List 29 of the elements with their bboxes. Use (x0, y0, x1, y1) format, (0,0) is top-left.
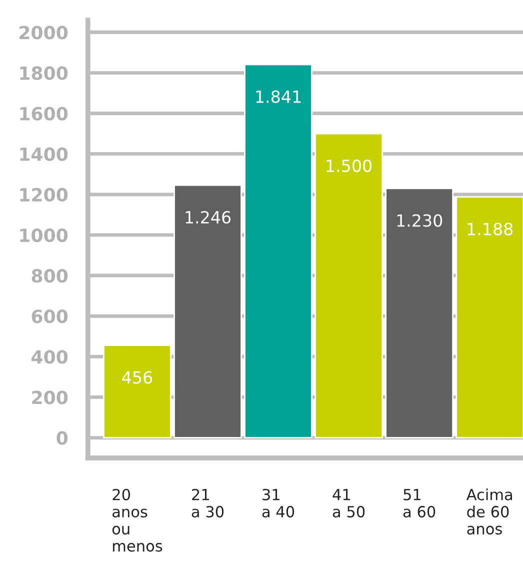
data-label: 1.230 (397, 214, 442, 227)
y-tick-label: 1600 (20, 106, 68, 120)
y-tick-label: 1200 (20, 188, 68, 202)
y-tick-label: 2000 (20, 26, 68, 40)
x-tick-label: Acima de 60 anos (466, 488, 512, 535)
x-tick-label: 21 a 30 (192, 488, 224, 518)
x-tick-label: 31 a 40 (262, 488, 294, 518)
data-label: 1.500 (326, 159, 372, 172)
data-label: 1.188 (468, 222, 513, 236)
bar (174, 184, 242, 438)
x-tick-label: 51 a 60 (403, 489, 436, 518)
data-label: 1.246 (186, 210, 231, 224)
y-tick-label: 1800 (20, 66, 68, 80)
bar (456, 196, 523, 438)
bar (314, 132, 383, 438)
y-tick-label: 1400 (20, 147, 68, 162)
x-tick-label: 41 a 50 (332, 489, 365, 518)
bar (244, 64, 312, 438)
y-tick-label: 400 (32, 350, 68, 364)
y-tick-label: 600 (32, 310, 68, 324)
y-tick-label: 0 (56, 431, 68, 445)
y-tick-label: 1000 (20, 228, 68, 242)
x-tick-label: 20 anos ou menos (112, 488, 162, 552)
data-label: 1.841 (256, 90, 301, 103)
y-tick-label: 800 (32, 269, 68, 283)
data-label: 456 (122, 371, 152, 384)
y-tick-label: 200 (32, 390, 68, 404)
bar (103, 344, 172, 438)
bar (385, 188, 454, 438)
